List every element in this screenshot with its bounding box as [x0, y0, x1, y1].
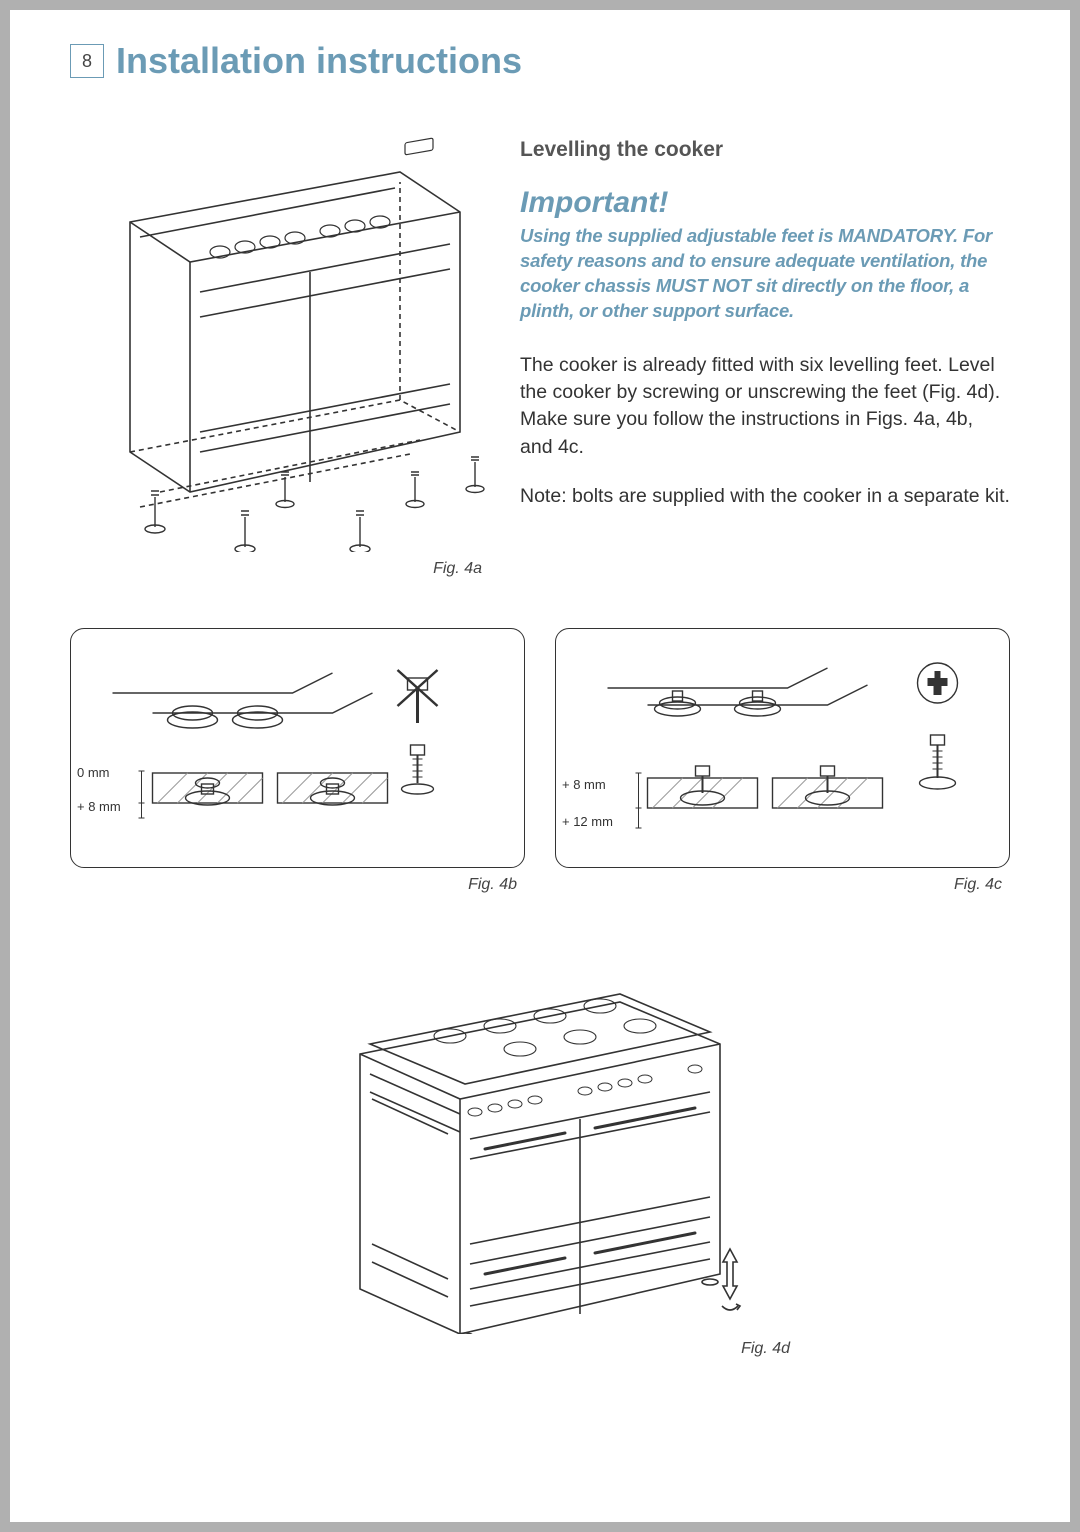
subheading: Levelling the cooker: [520, 138, 1010, 162]
fig4c-label-2: + 12 mm: [562, 814, 613, 829]
figure-4a-caption: Fig. 4a: [70, 560, 490, 578]
fig4b-label-2: + 8 mm: [77, 799, 121, 814]
fig-4c-svg: [570, 643, 995, 853]
manual-page: 8 Installation instructions: [10, 10, 1070, 1522]
figure-4c-caption: Fig. 4c: [555, 876, 1010, 894]
figure-4a: Fig. 4a: [70, 132, 490, 578]
page-number: 8: [82, 51, 92, 72]
mid-row: 0 mm + 8 mm Fig. 4b: [70, 628, 1010, 894]
page-header: 8 Installation instructions: [70, 40, 1010, 82]
fig-4b-svg: [85, 643, 510, 853]
figure-4b-caption: Fig. 4b: [70, 876, 525, 894]
figure-4d-wrap: Fig. 4d: [70, 944, 1010, 1358]
figure-4d-caption: Fig. 4d: [290, 1340, 790, 1358]
fig4b-label-1: 0 mm: [77, 765, 110, 780]
page-number-box: 8: [70, 44, 104, 78]
fig4c-label-1: + 8 mm: [562, 777, 606, 792]
important-heading: Important!: [520, 186, 1010, 220]
paragraph-2: Note: bolts are supplied with the cooker…: [520, 483, 1010, 510]
figure-4b: 0 mm + 8 mm: [70, 628, 525, 868]
figure-4c-wrap: + 8 mm + 12 mm Fig. 4c: [555, 628, 1010, 894]
figure-4b-wrap: 0 mm + 8 mm Fig. 4b: [70, 628, 525, 894]
important-body: Using the supplied adjustable feet is MA…: [520, 224, 1010, 324]
figure-4c: + 8 mm + 12 mm: [555, 628, 1010, 868]
cooker-full-svg: [290, 944, 790, 1334]
text-column: Levelling the cooker Important! Using th…: [520, 132, 1010, 578]
paragraph-1: The cooker is already fitted with six le…: [520, 352, 1010, 461]
cooker-underside-svg: [70, 132, 490, 552]
page-title: Installation instructions: [116, 40, 522, 82]
top-row: Fig. 4a Levelling the cooker Important! …: [70, 132, 1010, 578]
figure-4d: Fig. 4d: [290, 944, 790, 1358]
